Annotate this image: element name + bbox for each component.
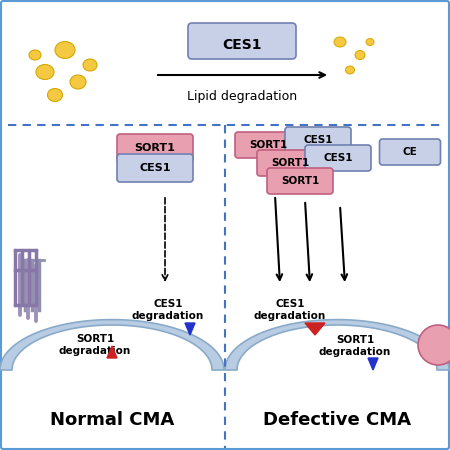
Text: CE: CE (403, 147, 418, 157)
Circle shape (418, 325, 450, 365)
Polygon shape (368, 358, 378, 370)
FancyBboxPatch shape (235, 132, 301, 158)
Text: SORT1
degradation: SORT1 degradation (59, 334, 131, 356)
Text: CES1
degradation: CES1 degradation (132, 299, 204, 321)
Polygon shape (305, 323, 325, 335)
FancyBboxPatch shape (257, 150, 323, 176)
FancyBboxPatch shape (305, 145, 371, 171)
FancyBboxPatch shape (267, 168, 333, 194)
PathPatch shape (0, 320, 224, 370)
Polygon shape (185, 323, 195, 335)
Text: CES1: CES1 (139, 163, 171, 173)
FancyBboxPatch shape (117, 154, 193, 182)
Polygon shape (107, 346, 117, 358)
Text: SORT1
degradation: SORT1 degradation (319, 335, 391, 357)
Ellipse shape (36, 64, 54, 80)
Text: CES1: CES1 (222, 38, 262, 52)
Ellipse shape (29, 50, 41, 60)
FancyBboxPatch shape (188, 23, 296, 59)
Ellipse shape (48, 89, 63, 102)
Text: CES1
degradation: CES1 degradation (254, 299, 326, 321)
Text: SORT1: SORT1 (135, 143, 176, 153)
FancyBboxPatch shape (117, 134, 193, 162)
Ellipse shape (355, 50, 365, 59)
Ellipse shape (346, 66, 355, 74)
PathPatch shape (225, 320, 449, 370)
Text: Lipid degradation: Lipid degradation (187, 90, 297, 103)
Ellipse shape (366, 39, 374, 45)
Ellipse shape (70, 75, 86, 89)
Ellipse shape (55, 41, 75, 58)
Ellipse shape (83, 59, 97, 71)
Text: SORT1: SORT1 (271, 158, 309, 168)
FancyBboxPatch shape (379, 139, 441, 165)
Ellipse shape (334, 37, 346, 47)
FancyBboxPatch shape (285, 127, 351, 153)
Text: CES1: CES1 (303, 135, 333, 145)
Text: SORT1: SORT1 (281, 176, 319, 186)
Text: SORT1: SORT1 (249, 140, 287, 150)
Text: CES1: CES1 (323, 153, 353, 163)
Text: Defective CMA: Defective CMA (263, 411, 411, 429)
Text: Normal CMA: Normal CMA (50, 411, 174, 429)
